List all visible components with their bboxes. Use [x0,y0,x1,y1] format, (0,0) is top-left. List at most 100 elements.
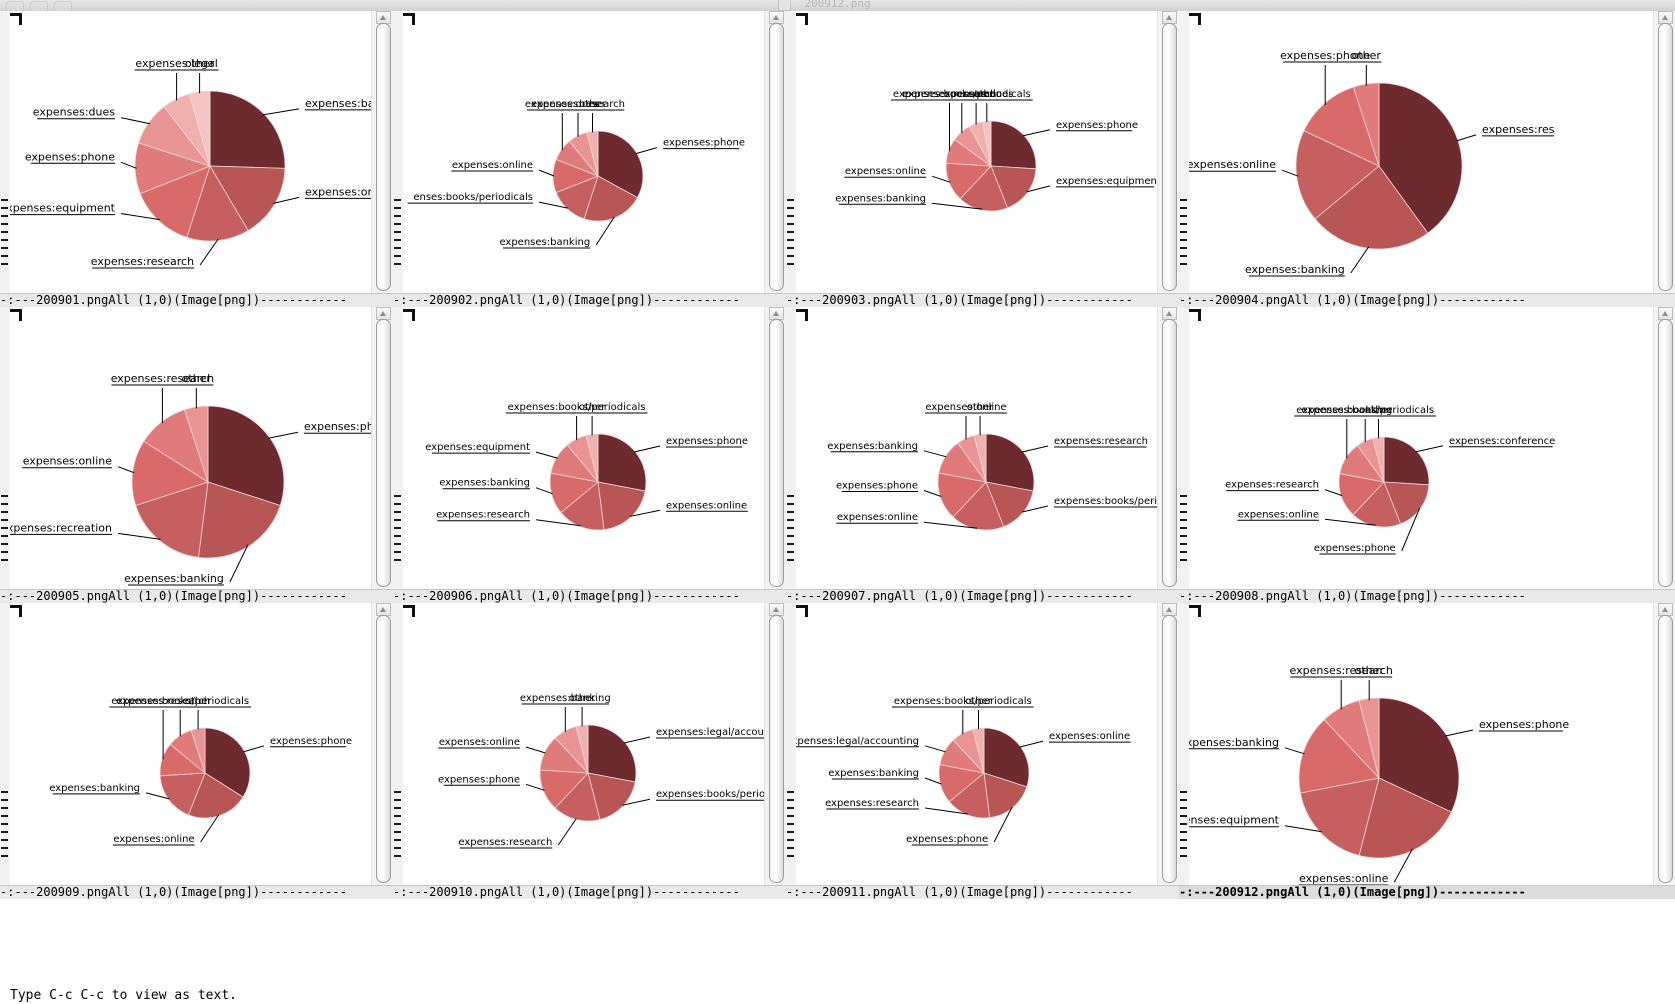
vertical-scrollbar[interactable] [764,307,786,590]
scrollbar-thumb[interactable] [1658,615,1673,883]
pie-chart: expenses:phone expenses:equipment expenses… [835,89,1157,212]
scrollbar-thumb[interactable] [1162,615,1177,883]
mode-line-200904[interactable]: -:--- 200904.png All (1,0) (Image[png])-… [1179,293,1675,307]
image-canvas[interactable]: expenses:online expenses:phone expenses:re… [796,603,1157,886]
image-window-200905[interactable]: expenses:phone expenses:banking xpenses:re… [0,307,393,603]
vertical-scrollbar[interactable] [764,11,786,294]
truncation-mark-icon [787,815,794,817]
truncation-mark-icon [787,255,794,257]
image-canvas[interactable]: expenses:phone expenses:banking xpenses:re… [10,307,371,590]
image-window-200909[interactable]: expenses:phone expenses:online expenses:ba… [0,603,393,899]
image-corner-mark-icon [1189,309,1201,321]
image-window-200902[interactable]: expenses:phone expenses:banking enses:book… [393,11,786,307]
scrollbar-thumb[interactable] [376,319,391,587]
pie-slice [952,481,1005,531]
vertical-scrollbar[interactable] [1653,603,1675,886]
vertical-scrollbar[interactable] [1157,11,1179,294]
mode-line-200909[interactable]: -:--- 200909.png All (1,0) (Image[png])-… [0,885,393,899]
image-window-200911[interactable]: expenses:online expenses:phone expenses:re… [786,603,1179,899]
scroll-up-arrow-icon[interactable] [376,307,391,320]
pie-slice-label: expenses:banking [1301,405,1392,416]
truncation-mark-icon [1,519,8,521]
mode-line-200910[interactable]: -:--- 200910.png All (1,0) (Image[png])-… [393,885,786,899]
mode-line-200905[interactable]: -:--- 200905.png All (1,0) (Image[png])-… [0,589,393,603]
image-canvas[interactable]: expenses:banking expenses:online expenses:… [10,11,371,294]
toolbar-save-icon[interactable] [30,1,48,11]
image-canvas[interactable]: expenses:phone expenses:banking enses:book… [403,11,764,294]
mode-line-200907[interactable]: -:--- 200907.png All (1,0) (Image[png])-… [786,589,1179,603]
truncation-mark-icon [787,511,794,513]
pie-chart: expenses:research expenses:books/periodic… [827,402,1157,531]
truncation-mark-icon [394,551,401,553]
truncation-mark-icon [787,799,794,801]
truncation-mark-icon [394,823,401,825]
mode-line-200901[interactable]: -:--- 200901.png All (1,0) (Image[png])-… [0,293,393,307]
toolbar-open-icon[interactable] [6,1,24,11]
truncation-mark-icon [787,551,794,553]
vertical-scrollbar[interactable] [1157,307,1179,590]
pie-slice-label: expenses:research [111,372,214,385]
scrollbar-thumb[interactable] [376,23,391,291]
pie-slice-label: expenses:banking [1189,736,1279,749]
mode-line-prefix: -:--- [393,293,430,307]
scrollbar-thumb[interactable] [769,615,784,883]
image-canvas[interactable]: expenses:research expenses:books/periodic… [796,307,1157,590]
image-canvas[interactable]: expenses:legal/accoun expenses:books/peri… [403,603,764,886]
image-canvas[interactable]: expenses:conference expenses:phone expense… [1189,307,1653,590]
mode-line-200912[interactable]: -:--- 200912.png All (1,0) (Image[png])-… [1179,885,1675,899]
pie-slice-label: expenses:research [91,255,194,268]
scrollbar-thumb[interactable] [1658,319,1673,587]
image-window-200901[interactable]: expenses:banking expenses:online expenses:… [0,11,393,307]
pie-slice [959,165,1009,212]
mode-line-200908[interactable]: -:--- 200908.png All (1,0) (Image[png])-… [1179,589,1675,603]
image-window-200912[interactable]: expenses:phone expenses:online xpenses:equ… [1179,603,1675,899]
label-leader-line [1393,848,1413,883]
image-window-200908[interactable]: expenses:conference expenses:phone expense… [1179,307,1675,603]
image-canvas[interactable]: expenses:phone expenses:online xpenses:equ… [1189,603,1653,886]
image-corner-mark-icon [403,605,415,617]
label-leader-line [924,777,942,785]
image-window-200906[interactable]: expenses:phone expenses:online expenses:re… [393,307,786,603]
truncation-mark-icon [787,807,794,809]
label-leader-line [622,798,651,806]
toolbar-undo-icon[interactable] [54,1,72,11]
scrollbar-thumb[interactable] [769,23,784,291]
image-window-200903[interactable]: expenses:phone expenses:equipment expenses… [786,11,1179,307]
scrollbar-thumb[interactable] [1162,319,1177,587]
mode-line-200903[interactable]: -:--- 200903.png All (1,0) (Image[png])-… [786,293,1179,307]
image-canvas[interactable]: expenses:phone expenses:online expenses:ba… [10,603,371,886]
image-canvas[interactable]: expenses:phone expenses:online expenses:re… [403,307,764,590]
scrollbar-thumb[interactable] [376,615,391,883]
mode-line-200911[interactable]: -:--- 200911.png All (1,0) (Image[png])-… [786,885,1179,899]
vertical-scrollbar[interactable] [371,11,393,294]
vertical-scrollbar[interactable] [764,603,786,886]
minibuffer[interactable]: Type C-c C-c to view as text. [0,987,1675,1004]
scrollbar-thumb[interactable] [1658,23,1673,291]
label-leader-line [1026,185,1051,193]
scroll-up-arrow-icon[interactable] [1162,11,1177,24]
scrollbar-thumb[interactable] [1162,23,1177,291]
vertical-scrollbar[interactable] [371,307,393,590]
truncation-mark-icon [1,239,8,241]
scrollbar-thumb[interactable] [769,319,784,587]
pie-slice-label: expenses:books/periodi [656,789,764,800]
truncation-mark-icon [787,239,794,241]
vertical-scrollbar[interactable] [371,603,393,886]
image-window-200910[interactable]: expenses:legal/accoun expenses:books/peri… [393,603,786,899]
image-corner-mark-icon [796,605,808,617]
image-window-200907[interactable]: expenses:research expenses:books/periodic… [786,307,1179,603]
image-window-200904[interactable]: expenses:res expenses:banking expenses:onl… [1179,11,1675,307]
truncation-mark-icon [1180,807,1187,809]
vertical-scrollbar[interactable] [1157,603,1179,886]
vertical-scrollbar[interactable] [1653,11,1675,294]
truncation-mark-icon [787,207,794,209]
mode-line-filler: ------------ [1046,293,1133,307]
mode-line-200906[interactable]: -:--- 200906.png All (1,0) (Image[png])-… [393,589,786,603]
truncation-mark-icon [394,807,401,809]
mode-line-200902[interactable]: -:--- 200902.png All (1,0) (Image[png])-… [393,293,786,307]
image-canvas[interactable]: expenses:res expenses:banking expenses:onl… [1189,11,1653,294]
vertical-scrollbar[interactable] [1653,307,1675,590]
mode-line-filename: 200909.png [36,885,109,899]
pie-slice-label: xpenses:recreation [10,521,112,534]
image-canvas[interactable]: expenses:phone expenses:equipment expenses… [796,11,1157,294]
